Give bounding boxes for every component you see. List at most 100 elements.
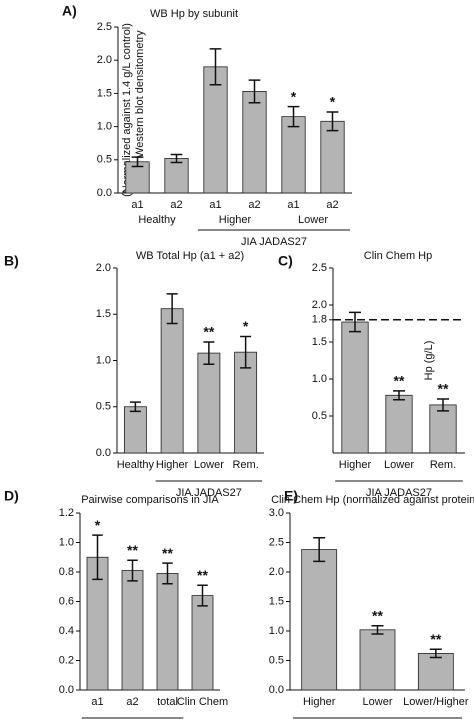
y-tick-label: 0.5 [97,154,112,166]
bar [242,91,267,194]
y-tick-label: 1.0 [97,121,112,133]
y-tick-label: 0.0 [96,447,111,459]
panel-label: B) [4,253,19,269]
x-tick-label: a1 [131,199,143,211]
y-tick-label: 0.0 [59,684,74,696]
chart-title: WB Hp by subunit [150,8,238,20]
significance: * [95,517,101,533]
y-axis-label: (Normalized against 1.4 g/L control) [121,23,133,197]
bar [359,629,396,691]
y-tick-label: 0.5 [312,410,327,422]
significance: ** [162,545,173,561]
x-tick-label: a2 [326,199,338,211]
chart-title: Pairwise comparisons in JIA [81,494,219,506]
error-bar [129,401,141,413]
x-tick-label: Healthy [117,459,155,471]
y-tick-label: 2.5 [312,262,327,274]
error-bar [166,293,178,325]
error-bar [240,335,252,369]
bar [121,570,144,691]
error-bar [209,48,222,86]
bar [203,66,228,194]
error-bar [437,398,449,412]
error-bar [326,111,339,132]
x-tick-label: a2 [248,199,260,211]
y-tick-label: 1.0 [96,354,111,366]
error-bar [429,648,442,659]
bar [417,653,454,691]
x-tick-label: a1 [209,199,221,211]
y-tick-label: 1.0 [269,625,284,637]
significance: ** [203,324,214,340]
group-label: Lower [298,214,328,226]
error-bar [371,624,384,635]
chart-title: WB Total Hp (a1 + a2) [136,250,244,262]
y-axis-label: Hp by Western blot densitometry [134,30,146,190]
chart-title: Clin Chem Hp [364,250,432,262]
group-label: Higher [219,214,252,226]
bar [160,308,184,454]
bar [341,321,369,454]
y-tick-label: 2.0 [97,54,112,66]
x-tick-label: Higher [156,459,189,471]
error-bar [313,537,326,563]
panel-label: D) [4,488,19,504]
significance: * [291,88,297,104]
error-bar [197,584,208,607]
bracket-label: JIA JADAS27 [176,487,242,499]
error-bar [92,534,103,581]
error-bar [287,105,300,128]
x-tick-label: a1 [91,696,103,708]
y-tick-label: 2.5 [97,21,112,33]
error-bar [127,559,138,582]
x-tick-label: Rem. [232,459,258,471]
y-tick-label: 0.6 [59,595,74,607]
significance: ** [430,631,441,647]
y-tick-label: 1.0 [312,373,327,385]
y-tick-label: 1.2 [59,507,74,519]
x-tick-label: Lower [384,459,414,471]
x-tick-label: a2 [126,696,138,708]
error-bar [170,153,183,164]
x-tick-label: Rem. [430,459,456,471]
panel-label: E) [284,488,298,504]
x-tick-label: Higher [339,459,372,471]
y-tick-label: 1.0 [59,536,74,548]
bracket-label: JIA JADAS27 [366,487,432,499]
significance: ** [372,607,383,623]
y-tick-label: 0.5 [96,401,111,413]
bar [197,352,221,454]
group-label: Healthy [138,214,176,226]
x-tick-label: Higher [303,696,336,708]
significance: ** [127,542,138,558]
y-tick-label: 1.5 [96,308,111,320]
significance: * [243,318,249,334]
bar [385,394,413,454]
x-tick-label: Lower [194,459,224,471]
y-tick-label: 2.0 [269,566,284,578]
y-tick-label: 0.5 [269,654,284,666]
y-tick-label: 0.4 [59,625,74,637]
error-bar [131,156,144,168]
chart-title: Clin Chem Hp (normalized against protein… [271,494,474,506]
y-tick-label: 2.5 [269,536,284,548]
significance: ** [394,373,405,389]
panel-label: A) [62,3,77,19]
error-bar [203,341,215,365]
significance: ** [438,381,449,397]
bracket-label: JIA JADAS27 [241,236,307,248]
bar [191,595,214,691]
y-tick-label: 3.0 [269,507,284,519]
x-tick-label: a2 [170,199,182,211]
y-tick-label: 2.0 [312,299,327,311]
y-axis-label: Hp (g/L) [423,341,435,381]
bar [123,406,147,454]
error-bar [162,562,173,585]
y-tick-label: 0.8 [59,566,74,578]
y-tick-label: 1.5 [269,595,284,607]
bar [156,573,179,691]
x-tick-label: Lower/Higher [403,696,469,708]
y-tick-label: 0.0 [269,684,284,696]
x-tick-label: total [157,696,178,708]
